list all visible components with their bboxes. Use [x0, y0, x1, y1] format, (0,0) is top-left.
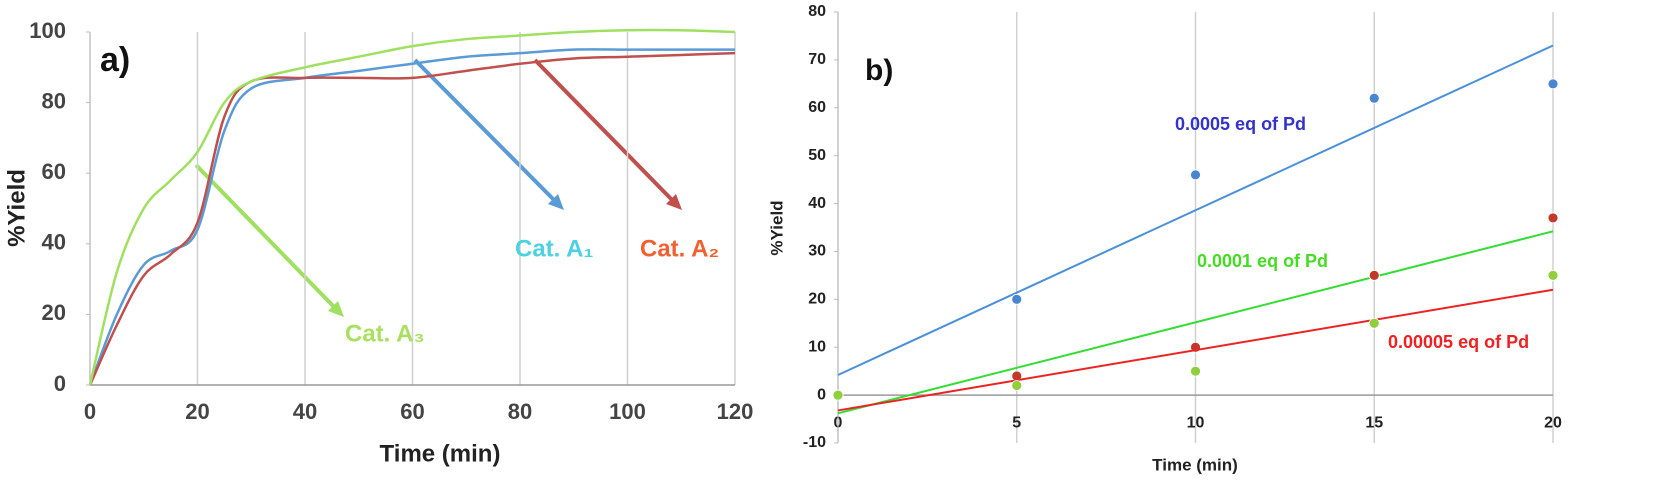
- arrow: [533, 58, 678, 206]
- point: [1368, 317, 1380, 329]
- arrow-head: [328, 301, 344, 317]
- x-tick-label: 40: [293, 399, 317, 424]
- point: [1547, 78, 1559, 90]
- point: [1547, 212, 1559, 224]
- point: [1011, 293, 1023, 305]
- x-tick-label: 80: [508, 399, 532, 424]
- trend-line: [837, 288, 1554, 412]
- trend-line: [837, 44, 1554, 376]
- y-tick-label: -10: [803, 434, 826, 451]
- y-tick-label: 20: [808, 291, 826, 308]
- y-axis-label: %Yield: [3, 169, 30, 247]
- arrows: [194, 58, 682, 317]
- y-tick-label: 50: [808, 147, 826, 164]
- series-label: Cat. A₂: [640, 235, 719, 262]
- series-line: [88, 51, 736, 386]
- arrow: [413, 58, 560, 206]
- chart-title: b): [865, 54, 893, 87]
- series-label: 0.00005 eq of Pd: [1388, 332, 1529, 352]
- y-tick-label: 100: [29, 18, 66, 43]
- series-line: [88, 28, 736, 386]
- point: [1011, 380, 1023, 391]
- trend-line: [837, 230, 1554, 415]
- y-tick-label: 0: [54, 371, 66, 396]
- series-label: Cat. A₃: [345, 320, 425, 347]
- x-axis-label: Time (min): [1152, 455, 1238, 474]
- y-tick-label: 60: [42, 159, 66, 184]
- y-tick-label: 40: [808, 195, 826, 212]
- arrow: [194, 163, 340, 313]
- x-tick-label: 120: [717, 399, 754, 424]
- x-tick-label: 20: [1544, 414, 1562, 431]
- chart-title: a): [100, 41, 130, 79]
- x-axis-label: Time (min): [380, 440, 501, 467]
- series-label: 0.0001 eq of Pd: [1197, 251, 1328, 271]
- point: [1368, 269, 1380, 281]
- x-tick-label: 0: [84, 399, 96, 424]
- y-tick-label: 40: [42, 230, 66, 255]
- x-tick-label: 100: [609, 399, 646, 424]
- y-tick-label: 0: [817, 386, 826, 403]
- series-label: 0.0005 eq of Pd: [1175, 114, 1306, 134]
- x-tick-label: 10: [1187, 414, 1205, 431]
- point: [1368, 92, 1380, 104]
- x-tick-label: 15: [1365, 414, 1383, 431]
- x-tick-label: 5: [1012, 414, 1021, 431]
- y-tick-label: 60: [808, 99, 826, 116]
- y-tick-label: 70: [808, 51, 826, 68]
- point: [832, 389, 844, 401]
- arrow-head: [666, 194, 682, 210]
- y-tick-label: 20: [42, 300, 66, 325]
- series-label: Cat. A₁: [515, 235, 593, 262]
- arrow-head: [548, 194, 564, 210]
- y-tick-label: 80: [42, 88, 66, 113]
- point: [1547, 269, 1559, 281]
- y-tick-label: 10: [808, 338, 826, 355]
- point: [1190, 169, 1201, 181]
- y-tick-label: 30: [808, 243, 826, 260]
- x-tick-label: 20: [185, 399, 209, 424]
- y-tick-label: 80: [808, 3, 826, 20]
- series-line: [88, 48, 735, 386]
- x-tick-label: 60: [400, 399, 424, 424]
- y-axis-label: %Yield: [767, 200, 786, 255]
- point: [1190, 365, 1201, 377]
